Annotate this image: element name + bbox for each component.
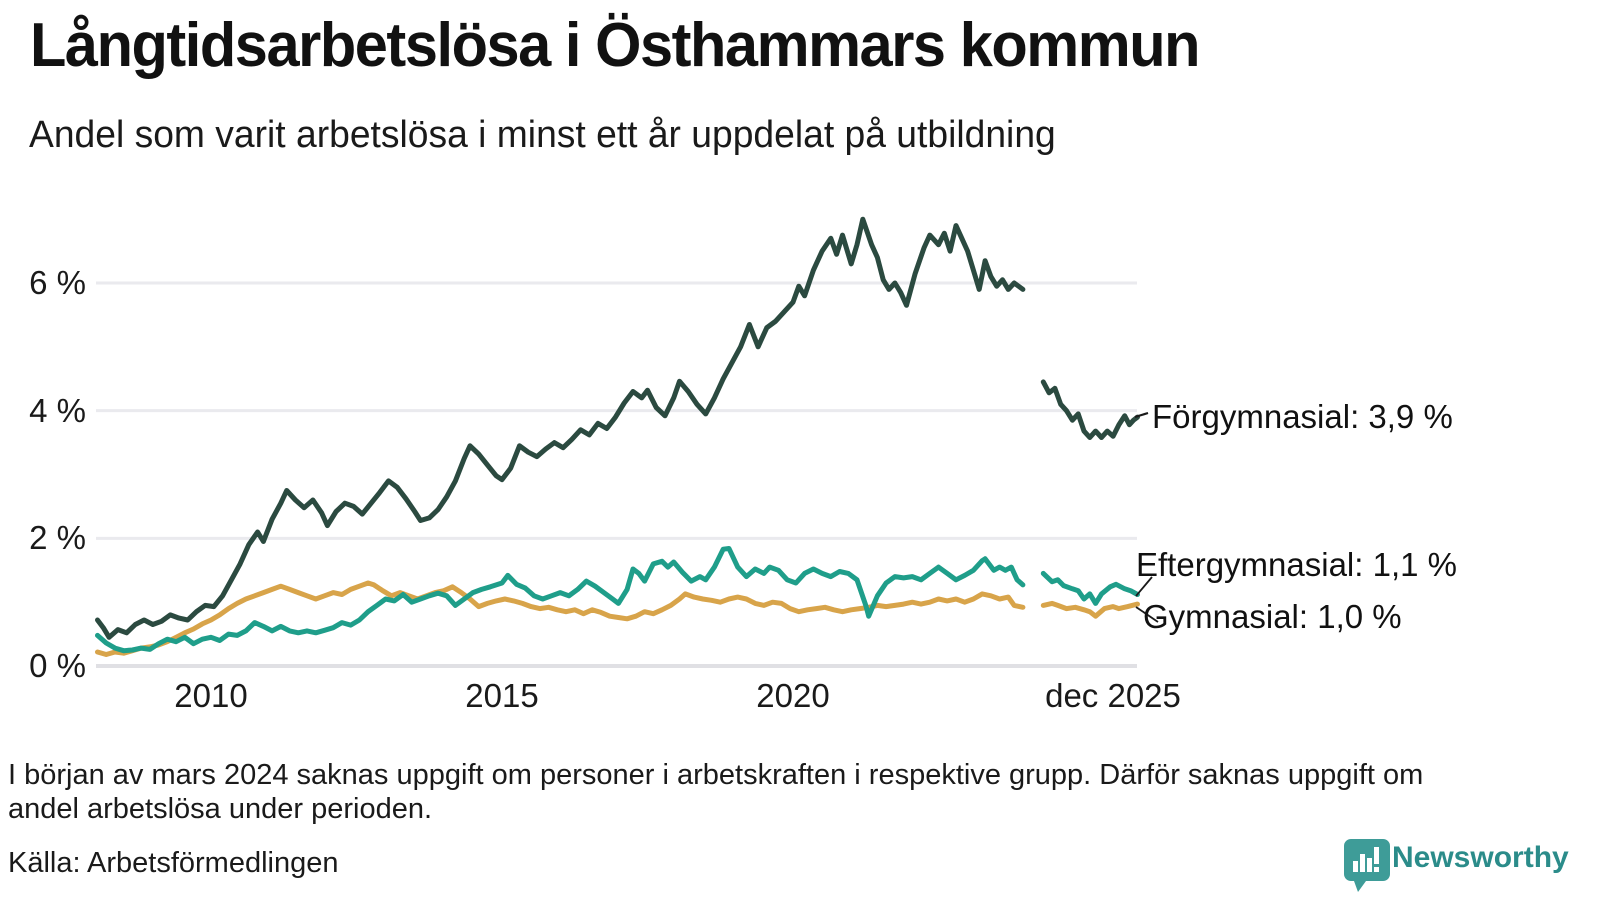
- footnote-line-1: I början av mars 2024 saknas uppgift om …: [8, 759, 1424, 791]
- chart-footnote: I början av mars 2024 saknas uppgift om …: [8, 758, 1423, 826]
- logo-bar-3: [1367, 858, 1372, 872]
- newsworthy-brand-text: Newsworthy: [1392, 841, 1569, 874]
- y-tick-4: 4 %: [29, 392, 86, 429]
- logo-bar-1: [1353, 861, 1358, 872]
- y-tick-0: 0 %: [29, 647, 86, 684]
- series-line-förgymnasial-segment-1: [95, 216, 1026, 640]
- y-tick-6: 6 %: [29, 264, 86, 301]
- gymnasial-label-connector: [1135, 606, 1159, 623]
- label-connectors: [1134, 411, 1159, 623]
- x-tick-dec-2025: dec 2025: [1045, 677, 1181, 714]
- series-line-eftergymnasial-segment-1: [95, 546, 1026, 654]
- series-end-label-eftergymnasial: Eftergymnasial: 1,1 %: [1136, 546, 1457, 583]
- page-title: Långtidsarbetslösa i Östhammars kommun: [30, 11, 1201, 80]
- logo-exclamation-stem: [1374, 847, 1379, 864]
- forgymnasial-label-connector: [1134, 411, 1149, 419]
- series-end-label-gymnasial: Gymnasial: 1,0 %: [1143, 598, 1402, 635]
- series-line-eftergymnasial-segment-2: [1040, 570, 1140, 606]
- logo-exclamation-dot: [1374, 867, 1379, 872]
- y-tick-2: 2 %: [29, 519, 86, 556]
- chart-subtitle: Andel som varit arbetslösa i minst ett å…: [29, 114, 1056, 156]
- source-text: Källa: Arbetsförmedlingen: [8, 847, 339, 879]
- gridlines: [96, 281, 1137, 668]
- logo-bar-2: [1360, 854, 1365, 872]
- series-line-gymnasial-segment-2: [1040, 600, 1140, 619]
- x-tick-2015: 2015: [465, 677, 539, 714]
- series-line-förgymnasial-segment-2: [1040, 379, 1140, 440]
- footnote-line-2: andel arbetslösa under perioden.: [8, 793, 433, 825]
- x-tick-2020: 2020: [756, 677, 830, 714]
- eftergymnasial-label-connector: [1135, 576, 1153, 597]
- x-tick-2010: 2010: [174, 677, 248, 714]
- series-end-label-forgymnasial: Förgymnasial: 3,9 %: [1152, 398, 1453, 435]
- newsworthy-logo-icon: [1344, 839, 1390, 892]
- series-lines: [95, 216, 1140, 657]
